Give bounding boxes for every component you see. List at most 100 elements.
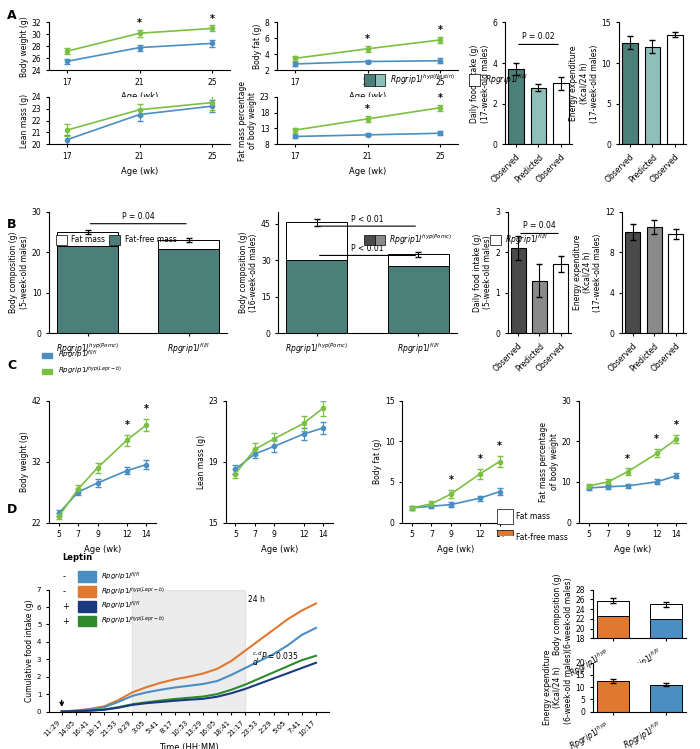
Bar: [622, 43, 638, 145]
Bar: [364, 235, 374, 244]
Text: *: *: [438, 25, 442, 35]
Text: B: B: [7, 219, 17, 231]
Bar: [364, 74, 374, 86]
Y-axis label: Body composition (g)
(5-week-old males): Body composition (g) (5-week-old males): [9, 231, 29, 313]
X-axis label: Age (wk): Age (wk): [438, 545, 475, 554]
Bar: [531, 88, 547, 145]
Y-axis label: Body weight (g): Body weight (g): [20, 431, 29, 492]
Bar: [650, 685, 682, 712]
Bar: [286, 261, 347, 333]
Bar: [57, 246, 118, 333]
Y-axis label: Body composition (g)
(16-week-old males): Body composition (g) (16-week-old males): [239, 231, 258, 313]
Bar: [388, 254, 449, 267]
Bar: [57, 232, 118, 246]
Y-axis label: Body weight (g): Body weight (g): [20, 16, 29, 76]
Text: Fat-free mass: Fat-free mass: [125, 235, 176, 244]
Bar: [597, 681, 629, 712]
Text: $Rpgrip1l^{fl/fl}$: $Rpgrip1l^{fl/fl}$: [101, 571, 141, 583]
Text: P < 0.01: P < 0.01: [351, 215, 384, 224]
Text: -: -: [62, 572, 66, 581]
Text: *: *: [144, 404, 149, 414]
Legend: $Rpgrip1l^{fl/fl}$, $Rpgrip1l^{hyp(Lepr-b)}$: $Rpgrip1l^{fl/fl}$, $Rpgrip1l^{hyp(Lepr-…: [42, 349, 122, 377]
Bar: [508, 69, 524, 145]
Y-axis label: Lean mass (g): Lean mass (g): [197, 434, 206, 488]
Text: *: *: [209, 13, 214, 23]
Bar: [650, 604, 682, 619]
Bar: [56, 235, 67, 244]
Bar: [78, 616, 97, 626]
Bar: [597, 601, 629, 616]
Text: *: *: [674, 420, 679, 430]
Text: +: +: [62, 601, 69, 610]
Text: d: d: [253, 658, 258, 667]
X-axis label: Age (wk): Age (wk): [121, 92, 158, 102]
Text: 24 h: 24 h: [248, 595, 265, 604]
Y-axis label: Energy expenditure
(Kcal/24 h)
(17-week-old males): Energy expenditure (Kcal/24 h) (17-week-…: [573, 233, 603, 312]
Y-axis label: Energy expenditure
(Kcal/24 h)
(17-week-old males): Energy expenditure (Kcal/24 h) (17-week-…: [569, 44, 599, 123]
Text: P = 0.02: P = 0.02: [522, 31, 555, 40]
Text: *: *: [137, 18, 142, 28]
Text: *: *: [497, 441, 502, 451]
Bar: [374, 235, 385, 244]
X-axis label: Age (wk): Age (wk): [614, 545, 651, 554]
Bar: [109, 235, 120, 244]
Bar: [645, 47, 660, 145]
Text: D: D: [7, 503, 18, 516]
Text: C: C: [7, 360, 16, 372]
Y-axis label: Body fat (g): Body fat (g): [373, 439, 382, 484]
Text: Fat-free mass: Fat-free mass: [516, 533, 568, 542]
Bar: [469, 74, 480, 86]
Bar: [388, 267, 449, 333]
Bar: [647, 227, 662, 333]
Text: $Rpgrip1l^{hyp(Lepr-b)}$: $Rpgrip1l^{hyp(Lepr-b)}$: [101, 585, 165, 598]
Text: A: A: [7, 9, 17, 22]
Y-axis label: Daily food intake (g)
(17-week-old males): Daily food intake (g) (17-week-old males…: [470, 44, 490, 123]
Bar: [158, 240, 219, 249]
X-axis label: Age (wk): Age (wk): [260, 545, 298, 554]
Text: *: *: [365, 104, 370, 114]
Bar: [497, 530, 512, 545]
Y-axis label: Fat mass percentage
of body weight: Fat mass percentage of body weight: [540, 422, 559, 502]
Text: P < 0.01: P < 0.01: [351, 244, 384, 253]
Bar: [510, 248, 526, 333]
Text: $Rpgrip1l^{fl/fl}$: $Rpgrip1l^{fl/fl}$: [101, 600, 141, 613]
Text: $Rpgrip1l^{fl/fl}$: $Rpgrip1l^{fl/fl}$: [484, 73, 528, 88]
X-axis label: Time (HH:MM): Time (HH:MM): [159, 744, 218, 749]
Text: P = 0.04: P = 0.04: [122, 212, 155, 221]
Text: *: *: [125, 420, 130, 430]
Y-axis label: Cumulative food intake (g): Cumulative food intake (g): [25, 599, 34, 702]
Y-axis label: Body fat (g): Body fat (g): [253, 24, 262, 69]
Text: $Rpgrip1l^{fl/fl}$: $Rpgrip1l^{fl/fl}$: [505, 233, 548, 247]
Bar: [78, 571, 97, 582]
Text: *: *: [449, 475, 454, 485]
Text: Fat mass: Fat mass: [516, 512, 550, 521]
Bar: [667, 34, 683, 145]
Bar: [78, 601, 97, 612]
Bar: [374, 74, 385, 86]
X-axis label: Age (wk): Age (wk): [84, 545, 121, 554]
Y-axis label: Daily food intake (g)
(5-week-old males): Daily food intake (g) (5-week-old males): [473, 233, 492, 312]
X-axis label: Age (wk): Age (wk): [349, 166, 386, 175]
Text: $Rpgrip1l^{hyp(Lepr-b)}$: $Rpgrip1l^{hyp(Lepr-b)}$: [101, 615, 165, 627]
Text: +: +: [62, 616, 69, 625]
Bar: [668, 234, 683, 333]
Text: Leptin: Leptin: [62, 554, 92, 562]
Text: $Rpgrip1l^{hyp(Pomc)}$: $Rpgrip1l^{hyp(Pomc)}$: [389, 233, 452, 247]
Text: Fat mass: Fat mass: [71, 235, 106, 244]
Y-axis label: Fat mass percentage
of body weight: Fat mass percentage of body weight: [237, 80, 257, 160]
Text: $Rpgrip1l^{hyp(Nestin)}$: $Rpgrip1l^{hyp(Nestin)}$: [391, 73, 456, 88]
Y-axis label: Body composition (g)
(6-week-old males): Body composition (g) (6-week-old males): [553, 573, 573, 655]
Bar: [132, 589, 245, 712]
Text: P = 0.04: P = 0.04: [523, 221, 556, 230]
Text: *: *: [365, 34, 370, 43]
Bar: [497, 509, 512, 524]
Text: *: *: [654, 434, 659, 444]
Bar: [553, 83, 569, 145]
X-axis label: Age (wk): Age (wk): [121, 166, 158, 175]
Text: *: *: [477, 454, 483, 464]
Bar: [597, 616, 629, 727]
Text: *: *: [438, 93, 442, 103]
Text: *: *: [625, 454, 630, 464]
Y-axis label: Lean mass (g): Lean mass (g): [20, 94, 29, 148]
Bar: [490, 235, 500, 244]
